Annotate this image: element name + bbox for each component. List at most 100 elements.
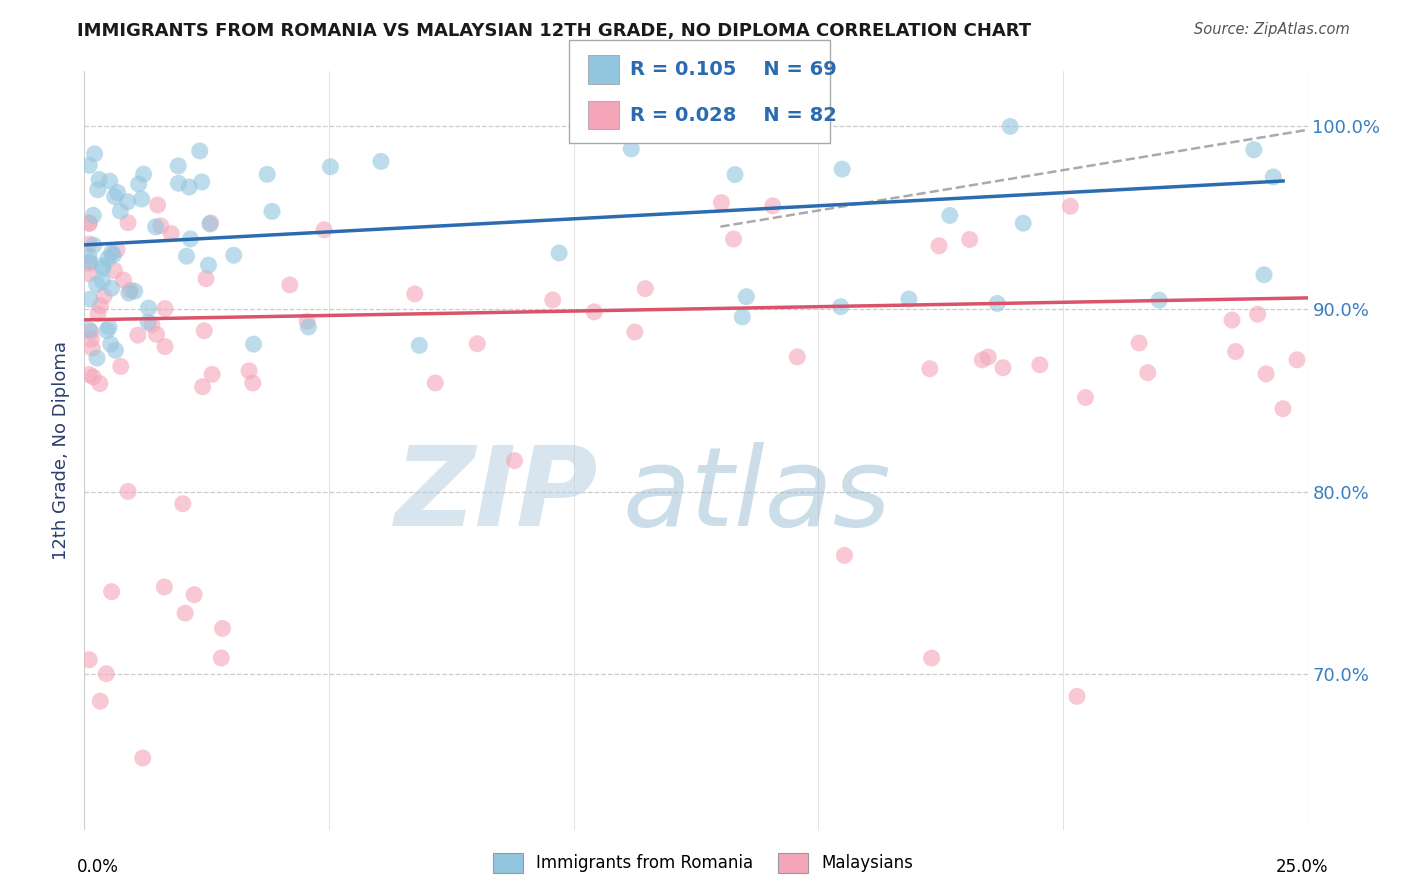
Point: [256, 167, 278, 181]
Point: [127, 328, 149, 343]
Point: [96, 666, 118, 681]
Point: [959, 232, 981, 246]
Point: [786, 350, 808, 364]
Point: [1253, 268, 1275, 282]
Point: [77, 158, 100, 172]
Point: [465, 336, 488, 351]
Point: [1246, 307, 1268, 321]
Point: [141, 318, 163, 332]
Point: [1147, 293, 1170, 308]
Point: [314, 223, 336, 237]
Text: 25.0%: 25.0%: [1277, 858, 1329, 876]
Point: [1029, 358, 1052, 372]
Point: [897, 292, 920, 306]
Point: [1066, 690, 1088, 704]
Point: [620, 142, 643, 156]
Point: [80, 332, 103, 346]
Text: IMMIGRANTS FROM ROMANIA VS MALAYSIAN 12TH GRADE, NO DIPLOMA CORRELATION CHART: IMMIGRANTS FROM ROMANIA VS MALAYSIAN 12T…: [77, 22, 1032, 40]
Point: [193, 324, 215, 338]
Point: [98, 320, 121, 334]
Legend: Immigrants from Romania, Malaysians: Immigrants from Romania, Malaysians: [486, 847, 920, 880]
Point: [83, 238, 105, 252]
Point: [762, 199, 785, 213]
Point: [503, 453, 526, 467]
Point: [153, 580, 176, 594]
Point: [977, 350, 1000, 364]
Point: [194, 271, 217, 285]
Point: [370, 154, 392, 169]
Point: [1243, 143, 1265, 157]
Point: [77, 216, 100, 230]
Point: [104, 189, 127, 203]
Point: [188, 144, 211, 158]
Point: [160, 227, 183, 241]
Point: [1059, 199, 1081, 213]
Point: [928, 239, 950, 253]
Point: [93, 289, 115, 303]
Point: [89, 376, 111, 391]
Point: [153, 340, 176, 354]
Point: [77, 237, 100, 252]
Point: [295, 314, 318, 328]
Point: [209, 651, 232, 665]
Point: [1225, 344, 1247, 359]
Point: [242, 337, 264, 351]
Point: [100, 245, 122, 260]
Point: [1012, 216, 1035, 230]
Point: [986, 296, 1008, 310]
Point: [1128, 335, 1150, 350]
Text: atlas: atlas: [623, 442, 891, 549]
Point: [991, 360, 1014, 375]
Point: [77, 323, 100, 337]
Point: [918, 361, 941, 376]
Point: [1136, 366, 1159, 380]
Point: [82, 208, 104, 222]
Point: [83, 146, 105, 161]
Point: [179, 180, 201, 194]
Point: [201, 368, 224, 382]
Point: [634, 282, 657, 296]
Point: [131, 192, 153, 206]
Point: [87, 307, 110, 321]
Point: [124, 284, 146, 298]
Point: [100, 281, 122, 295]
Text: R = 0.105    N = 69: R = 0.105 N = 69: [630, 60, 837, 79]
Point: [128, 177, 150, 191]
Point: [834, 549, 856, 563]
Point: [98, 174, 121, 188]
Point: [77, 256, 100, 270]
Point: [112, 273, 135, 287]
Point: [107, 186, 129, 200]
Point: [191, 380, 214, 394]
Point: [77, 254, 100, 268]
Point: [79, 325, 101, 339]
Point: [91, 261, 114, 276]
Point: [96, 324, 118, 338]
Point: [82, 370, 104, 384]
Point: [82, 341, 104, 355]
Point: [197, 258, 219, 272]
Point: [77, 267, 100, 281]
Point: [86, 277, 108, 292]
Point: [104, 343, 127, 358]
Point: [103, 263, 125, 277]
Point: [972, 352, 994, 367]
Point: [146, 198, 169, 212]
Point: [97, 252, 120, 266]
Point: [118, 286, 141, 301]
Point: [105, 243, 128, 257]
Point: [136, 315, 159, 329]
Point: [87, 172, 110, 186]
Point: [1285, 352, 1308, 367]
Point: [149, 219, 172, 233]
Point: [1220, 313, 1243, 327]
Text: Source: ZipAtlas.com: Source: ZipAtlas.com: [1194, 22, 1350, 37]
Point: [830, 300, 852, 314]
Point: [167, 176, 190, 190]
Point: [117, 194, 139, 209]
Point: [242, 376, 264, 390]
Point: [319, 160, 342, 174]
Point: [153, 301, 176, 316]
Point: [1000, 120, 1022, 134]
Point: [723, 232, 745, 246]
